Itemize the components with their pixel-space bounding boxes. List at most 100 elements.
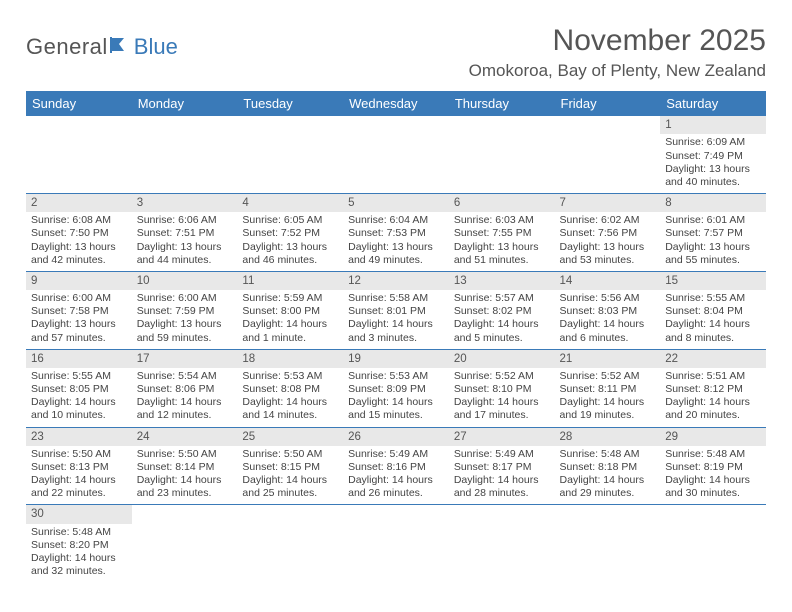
calendar-row: 2Sunrise: 6:08 AMSunset: 7:50 PMDaylight…	[26, 193, 766, 271]
calendar-cell: 7Sunrise: 6:02 AMSunset: 7:56 PMDaylight…	[555, 193, 661, 271]
calendar-cell	[343, 505, 449, 582]
day-number: 29	[660, 428, 766, 446]
day-content: Sunrise: 5:48 AMSunset: 8:19 PMDaylight:…	[660, 446, 766, 505]
day-number: 7	[555, 194, 661, 212]
day-content: Sunrise: 5:55 AMSunset: 8:05 PMDaylight:…	[26, 368, 132, 427]
day-content: Sunrise: 5:48 AMSunset: 8:20 PMDaylight:…	[26, 524, 132, 583]
calendar-cell	[660, 505, 766, 582]
weekday-thursday: Thursday	[449, 91, 555, 116]
calendar-row: 1Sunrise: 6:09 AMSunset: 7:49 PMDaylight…	[26, 116, 766, 193]
day-content: Sunrise: 5:50 AMSunset: 8:13 PMDaylight:…	[26, 446, 132, 505]
day-number: 6	[449, 194, 555, 212]
calendar-cell	[343, 116, 449, 193]
weekday-wednesday: Wednesday	[343, 91, 449, 116]
day-number: 28	[555, 428, 661, 446]
location-label: Omokoroa, Bay of Plenty, New Zealand	[469, 61, 766, 81]
calendar-cell: 9Sunrise: 6:00 AMSunset: 7:58 PMDaylight…	[26, 271, 132, 349]
calendar-cell	[449, 116, 555, 193]
day-content: Sunrise: 5:58 AMSunset: 8:01 PMDaylight:…	[343, 290, 449, 349]
header: General Blue November 2025 Omokoroa, Bay …	[26, 24, 766, 81]
day-number: 21	[555, 350, 661, 368]
day-number: 19	[343, 350, 449, 368]
flag-icon	[110, 34, 132, 60]
day-number: 22	[660, 350, 766, 368]
day-content: Sunrise: 5:52 AMSunset: 8:10 PMDaylight:…	[449, 368, 555, 427]
day-number: 9	[26, 272, 132, 290]
calendar-cell	[26, 116, 132, 193]
calendar-cell: 19Sunrise: 5:53 AMSunset: 8:09 PMDayligh…	[343, 349, 449, 427]
day-content: Sunrise: 6:03 AMSunset: 7:55 PMDaylight:…	[449, 212, 555, 271]
calendar-cell: 18Sunrise: 5:53 AMSunset: 8:08 PMDayligh…	[237, 349, 343, 427]
weekday-saturday: Saturday	[660, 91, 766, 116]
calendar-cell	[132, 116, 238, 193]
calendar-cell: 5Sunrise: 6:04 AMSunset: 7:53 PMDaylight…	[343, 193, 449, 271]
day-number: 27	[449, 428, 555, 446]
calendar-cell: 12Sunrise: 5:58 AMSunset: 8:01 PMDayligh…	[343, 271, 449, 349]
calendar-cell: 3Sunrise: 6:06 AMSunset: 7:51 PMDaylight…	[132, 193, 238, 271]
calendar-cell: 27Sunrise: 5:49 AMSunset: 8:17 PMDayligh…	[449, 427, 555, 505]
day-number: 2	[26, 194, 132, 212]
calendar-page: General Blue November 2025 Omokoroa, Bay …	[0, 0, 792, 612]
day-number: 20	[449, 350, 555, 368]
calendar-cell	[237, 505, 343, 582]
day-number: 18	[237, 350, 343, 368]
calendar-cell: 11Sunrise: 5:59 AMSunset: 8:00 PMDayligh…	[237, 271, 343, 349]
day-number: 15	[660, 272, 766, 290]
day-number: 13	[449, 272, 555, 290]
calendar-cell: 14Sunrise: 5:56 AMSunset: 8:03 PMDayligh…	[555, 271, 661, 349]
calendar-row: 9Sunrise: 6:00 AMSunset: 7:58 PMDaylight…	[26, 271, 766, 349]
day-content: Sunrise: 5:51 AMSunset: 8:12 PMDaylight:…	[660, 368, 766, 427]
calendar-cell: 2Sunrise: 6:08 AMSunset: 7:50 PMDaylight…	[26, 193, 132, 271]
day-number: 30	[26, 505, 132, 523]
day-content: Sunrise: 6:09 AMSunset: 7:49 PMDaylight:…	[660, 134, 766, 193]
day-content: Sunrise: 5:54 AMSunset: 8:06 PMDaylight:…	[132, 368, 238, 427]
calendar-cell: 28Sunrise: 5:48 AMSunset: 8:18 PMDayligh…	[555, 427, 661, 505]
calendar-cell: 24Sunrise: 5:50 AMSunset: 8:14 PMDayligh…	[132, 427, 238, 505]
calendar-cell: 20Sunrise: 5:52 AMSunset: 8:10 PMDayligh…	[449, 349, 555, 427]
title-block: November 2025 Omokoroa, Bay of Plenty, N…	[469, 24, 766, 81]
weekday-monday: Monday	[132, 91, 238, 116]
day-content: Sunrise: 6:04 AMSunset: 7:53 PMDaylight:…	[343, 212, 449, 271]
day-content: Sunrise: 6:01 AMSunset: 7:57 PMDaylight:…	[660, 212, 766, 271]
calendar-row: 30Sunrise: 5:48 AMSunset: 8:20 PMDayligh…	[26, 505, 766, 582]
calendar-cell: 29Sunrise: 5:48 AMSunset: 8:19 PMDayligh…	[660, 427, 766, 505]
calendar-body: 1Sunrise: 6:09 AMSunset: 7:49 PMDaylight…	[26, 116, 766, 582]
calendar-cell	[555, 116, 661, 193]
calendar-cell: 17Sunrise: 5:54 AMSunset: 8:06 PMDayligh…	[132, 349, 238, 427]
calendar-cell	[555, 505, 661, 582]
day-content: Sunrise: 5:59 AMSunset: 8:00 PMDaylight:…	[237, 290, 343, 349]
page-title: November 2025	[469, 24, 766, 57]
calendar-cell: 16Sunrise: 5:55 AMSunset: 8:05 PMDayligh…	[26, 349, 132, 427]
calendar-cell	[237, 116, 343, 193]
day-content: Sunrise: 5:55 AMSunset: 8:04 PMDaylight:…	[660, 290, 766, 349]
day-number: 14	[555, 272, 661, 290]
brand-logo: General Blue	[26, 24, 178, 60]
day-content: Sunrise: 6:00 AMSunset: 7:59 PMDaylight:…	[132, 290, 238, 349]
calendar-row: 23Sunrise: 5:50 AMSunset: 8:13 PMDayligh…	[26, 427, 766, 505]
day-number: 8	[660, 194, 766, 212]
day-number: 23	[26, 428, 132, 446]
day-content: Sunrise: 5:49 AMSunset: 8:17 PMDaylight:…	[449, 446, 555, 505]
day-number: 5	[343, 194, 449, 212]
day-content: Sunrise: 5:57 AMSunset: 8:02 PMDaylight:…	[449, 290, 555, 349]
brand-general: General	[26, 34, 108, 60]
day-content: Sunrise: 6:08 AMSunset: 7:50 PMDaylight:…	[26, 212, 132, 271]
day-number: 24	[132, 428, 238, 446]
day-content: Sunrise: 6:00 AMSunset: 7:58 PMDaylight:…	[26, 290, 132, 349]
calendar-cell: 6Sunrise: 6:03 AMSunset: 7:55 PMDaylight…	[449, 193, 555, 271]
day-content: Sunrise: 5:53 AMSunset: 8:08 PMDaylight:…	[237, 368, 343, 427]
calendar-cell: 4Sunrise: 6:05 AMSunset: 7:52 PMDaylight…	[237, 193, 343, 271]
day-content: Sunrise: 6:06 AMSunset: 7:51 PMDaylight:…	[132, 212, 238, 271]
day-content: Sunrise: 5:53 AMSunset: 8:09 PMDaylight:…	[343, 368, 449, 427]
day-content: Sunrise: 6:05 AMSunset: 7:52 PMDaylight:…	[237, 212, 343, 271]
day-content: Sunrise: 5:50 AMSunset: 8:14 PMDaylight:…	[132, 446, 238, 505]
weekday-header-row: Sunday Monday Tuesday Wednesday Thursday…	[26, 91, 766, 116]
day-number: 12	[343, 272, 449, 290]
day-content: Sunrise: 6:02 AMSunset: 7:56 PMDaylight:…	[555, 212, 661, 271]
calendar-cell	[132, 505, 238, 582]
day-number: 4	[237, 194, 343, 212]
brand-blue: Blue	[134, 34, 178, 60]
weekday-friday: Friday	[555, 91, 661, 116]
calendar-cell: 1Sunrise: 6:09 AMSunset: 7:49 PMDaylight…	[660, 116, 766, 193]
day-content: Sunrise: 5:49 AMSunset: 8:16 PMDaylight:…	[343, 446, 449, 505]
